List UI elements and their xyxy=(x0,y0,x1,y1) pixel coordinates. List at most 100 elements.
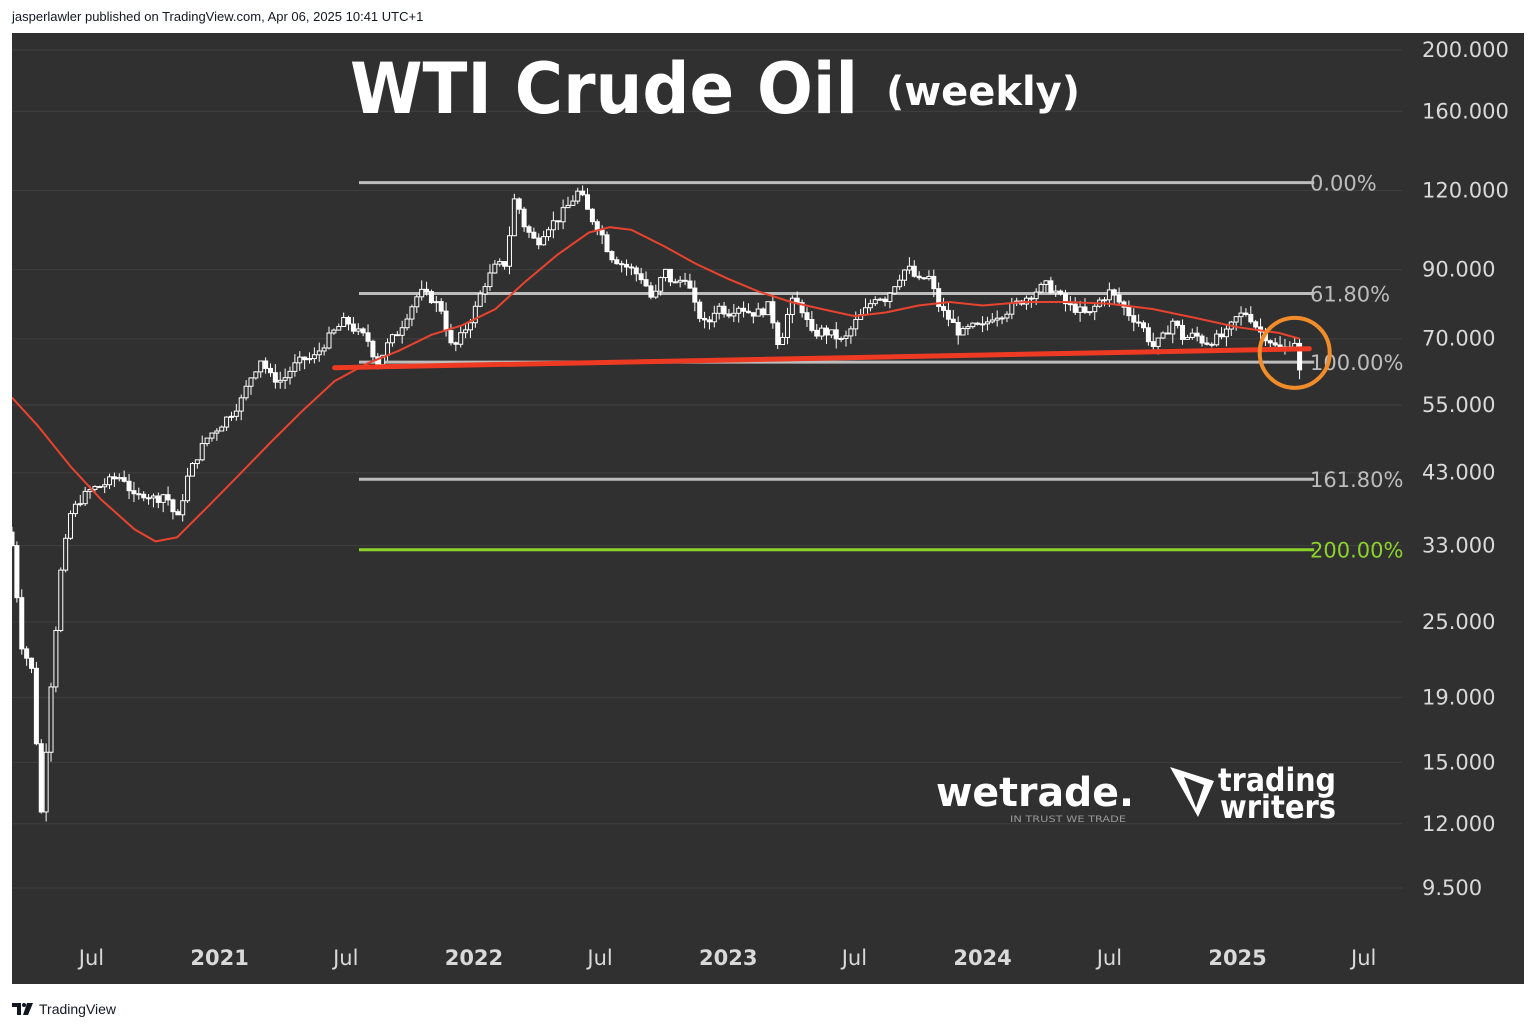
chart-subtitle: (weekly) xyxy=(886,69,1080,115)
footer: TradingView xyxy=(12,999,116,1019)
candle-body xyxy=(238,397,244,412)
moving-average-series xyxy=(12,226,1300,543)
candle-body xyxy=(453,342,459,345)
candle-body xyxy=(160,494,166,503)
candle-body xyxy=(989,319,995,323)
candle-body xyxy=(741,307,747,312)
candle-body xyxy=(1062,293,1068,305)
candle-body xyxy=(692,287,698,303)
candle-body xyxy=(77,503,83,506)
candle-body xyxy=(492,263,498,274)
candle-body xyxy=(975,322,981,325)
x-tick-label: Jul xyxy=(1095,946,1122,970)
candle-body xyxy=(526,226,532,233)
candle-body xyxy=(424,288,430,293)
candle-body xyxy=(287,370,293,379)
candle-body xyxy=(853,318,859,330)
candle-body xyxy=(911,265,917,277)
candle-body xyxy=(433,301,439,304)
time-axis[interactable]: Jul 2021 Jul 2022 Jul 2023 Jul 2024 Jul 2025 Jul xyxy=(77,946,1377,970)
candle-body xyxy=(467,322,473,331)
candle-body xyxy=(638,273,644,281)
candle-body xyxy=(580,190,586,196)
candle-body xyxy=(350,323,356,332)
candle-body xyxy=(984,321,990,325)
candle-body xyxy=(102,484,108,488)
candle-body xyxy=(1165,332,1171,335)
y-tick-label: 200.000 xyxy=(1422,38,1509,62)
candle-body xyxy=(307,358,313,361)
candle-body xyxy=(565,204,571,209)
candle-body xyxy=(1101,299,1107,302)
candle-body xyxy=(955,321,961,336)
moving-average-line xyxy=(12,226,1300,543)
candle-body xyxy=(887,292,893,303)
candle-body xyxy=(1067,303,1073,306)
candle-body xyxy=(1267,340,1273,344)
candle-body xyxy=(970,322,976,328)
candle-body xyxy=(511,198,517,237)
candle-body xyxy=(945,309,951,320)
candle-body xyxy=(936,288,942,307)
candle-body xyxy=(150,495,156,499)
candle-body xyxy=(794,297,800,304)
candle-body xyxy=(1150,341,1156,347)
candle-body xyxy=(414,296,420,308)
x-tick-label: 2024 xyxy=(953,946,1011,970)
candle-body xyxy=(311,354,317,360)
candle-body xyxy=(199,443,205,461)
price-axis[interactable]: 200.000 160.000 120.000 90.000 70.000 55.000 4… xyxy=(1422,38,1509,900)
candle-body xyxy=(916,275,922,279)
x-tick-label: 2023 xyxy=(699,946,757,970)
y-tick-label: 43.000 xyxy=(1422,461,1495,485)
candle-body xyxy=(619,263,625,266)
candle-body xyxy=(1204,342,1210,345)
candle-body xyxy=(428,291,434,304)
fib-label: 161.80% xyxy=(1310,468,1403,492)
y-tick-label: 19.000 xyxy=(1422,685,1495,709)
candle-body xyxy=(1033,291,1039,300)
candle-body xyxy=(1248,313,1254,323)
candle-body xyxy=(531,231,537,239)
candle-body xyxy=(458,332,464,345)
candle-body xyxy=(1145,327,1151,343)
candle-body xyxy=(355,328,361,332)
candle-body xyxy=(926,275,932,280)
candle-body xyxy=(765,301,771,316)
candle-body xyxy=(12,531,15,547)
candle-body xyxy=(1048,280,1054,294)
candle-body xyxy=(194,459,200,465)
candle-body xyxy=(365,332,371,342)
candle-body xyxy=(389,334,395,344)
candle-body xyxy=(931,275,937,290)
y-tick-label: 90.000 xyxy=(1422,258,1495,282)
candle-body xyxy=(1136,321,1142,324)
candle-body xyxy=(233,410,239,417)
candle-body xyxy=(755,308,761,317)
candle-body xyxy=(1175,320,1181,326)
fib-label: 200.00% xyxy=(1310,539,1403,563)
trendline-layer xyxy=(332,346,1312,371)
candle-body xyxy=(1106,289,1112,301)
candle-body xyxy=(804,312,810,320)
candle-body xyxy=(463,329,469,334)
candle-body xyxy=(1272,342,1278,346)
candle-body xyxy=(24,648,30,659)
candle-body xyxy=(1194,332,1200,337)
chart-panel[interactable]: 0.00% 61.80% 100.00% 161.80% 200.00% 200.000… xyxy=(12,33,1524,984)
fib-label: 61.80% xyxy=(1310,283,1390,307)
candle-body xyxy=(321,347,327,352)
candle-body xyxy=(863,307,869,316)
candle-body xyxy=(394,334,400,337)
candle-body xyxy=(1028,297,1034,300)
candle-body xyxy=(107,476,113,486)
candle-body xyxy=(1072,303,1078,313)
y-tick-label: 33.000 xyxy=(1422,534,1495,558)
candle-body xyxy=(316,350,322,356)
candle-body xyxy=(897,279,903,288)
candle-body xyxy=(1184,336,1190,340)
candle-body xyxy=(58,569,64,632)
price-chart[interactable]: 0.00%61.80%100.00%161.80%200.00% 200.000… xyxy=(12,33,1524,984)
candle-body xyxy=(155,495,161,503)
candle-body xyxy=(82,490,88,505)
